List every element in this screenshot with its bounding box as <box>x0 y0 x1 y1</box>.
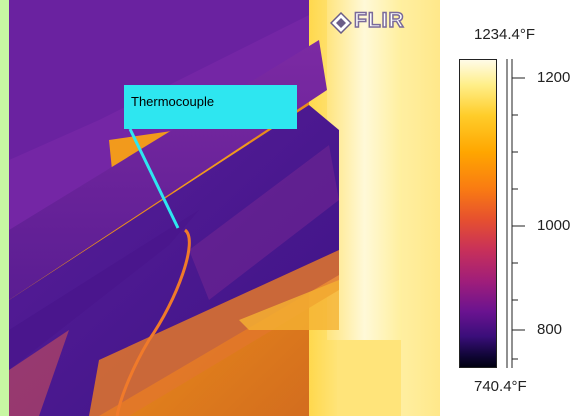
callout-box <box>124 85 297 129</box>
tick-label-1000: 1000 <box>537 217 571 234</box>
thermal-image <box>9 0 440 416</box>
temperature-colorbar <box>459 59 497 368</box>
scale-min-label: 740.4°F <box>474 378 527 395</box>
left-border <box>0 0 9 416</box>
flir-logo-text: FLIR <box>353 8 405 33</box>
flir-logo-icon <box>330 12 352 34</box>
tick-label-1200: 1200 <box>537 69 571 86</box>
colorbar-axis <box>503 59 543 368</box>
tick-label-800: 800 <box>537 321 563 338</box>
callout-label: Thermocouple <box>131 94 215 109</box>
scale-max-label: 1234.4°F <box>474 26 536 43</box>
